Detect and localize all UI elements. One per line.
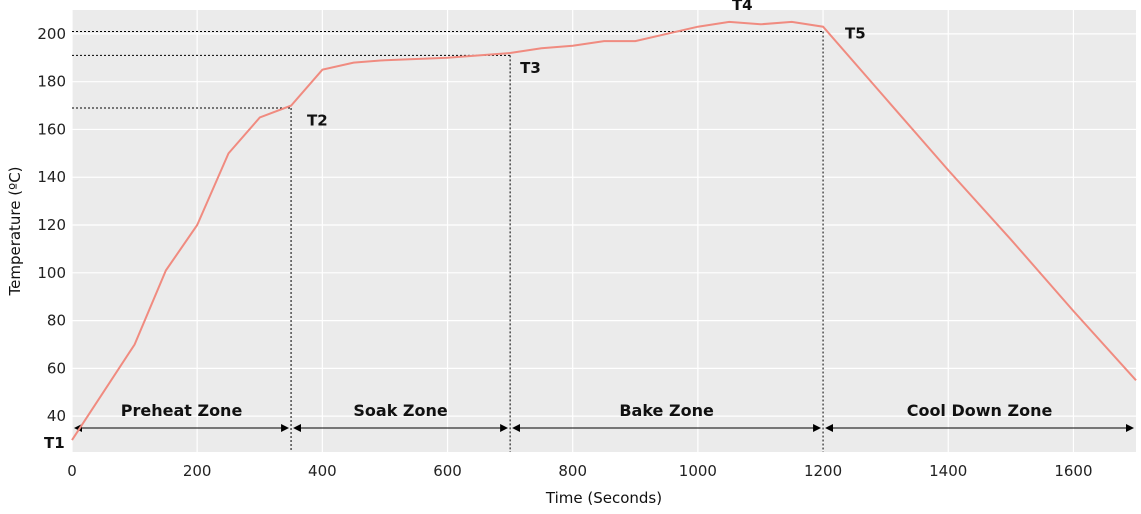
point-label-t1: T1 — [44, 434, 65, 452]
zones: Preheat Zone Soak Zone Bake Zone Cool Down … — [74, 401, 1134, 432]
x-tick-label: 1200 — [804, 462, 842, 480]
zone-label: Soak Zone — [353, 401, 448, 420]
plot-background — [72, 10, 1136, 452]
y-tick-label: 120 — [37, 216, 66, 234]
point-label-t4: T4 — [732, 0, 753, 14]
ticks: 0 200 400 600 800 1000 1200 1400 1600 40 60 80 100 12… — [37, 25, 1092, 480]
point-label-t3: T3 — [520, 59, 541, 77]
x-tick-label: 400 — [308, 462, 337, 480]
x-axis-title: Time (Seconds) — [545, 489, 662, 507]
y-tick-label: 40 — [47, 407, 66, 425]
x-tick-label: 200 — [183, 462, 212, 480]
y-tick-label: 160 — [37, 120, 66, 138]
x-tick-label: 1600 — [1054, 462, 1092, 480]
y-tick-label: 140 — [37, 168, 66, 186]
reference-lines — [72, 31, 824, 452]
y-tick-label: 200 — [37, 25, 66, 43]
x-tick-label: 0 — [67, 462, 77, 480]
x-tick-label: 600 — [433, 462, 462, 480]
grid — [71, 10, 1136, 452]
y-tick-label: 80 — [47, 312, 66, 330]
annotations: T1 T2 T3 T4 T5 — [44, 0, 866, 452]
y-tick-label: 100 — [37, 264, 66, 282]
y-tick-label: 180 — [37, 73, 66, 91]
x-tick-label: 1000 — [679, 462, 717, 480]
x-tick-label: 1400 — [929, 462, 967, 480]
series-line — [71, 20, 1137, 441]
x-tick-label: 800 — [558, 462, 587, 480]
zone-label: Bake Zone — [619, 401, 714, 420]
y-tick-label: 60 — [47, 359, 66, 377]
y-axis-title: Temperature (ºC) — [6, 166, 24, 296]
point-label-t2: T2 — [307, 112, 328, 130]
zone-label: Preheat Zone — [121, 401, 243, 420]
zone-label: Cool Down Zone — [907, 401, 1053, 420]
point-label-t5: T5 — [845, 25, 866, 43]
